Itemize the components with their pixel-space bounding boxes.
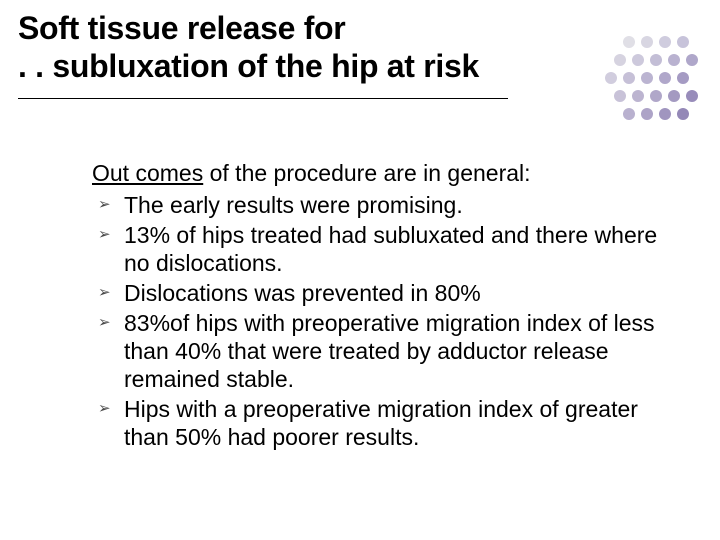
bullet-arrow-icon: ➢: [98, 400, 111, 418]
deco-dot: [623, 72, 635, 84]
deco-dot: [677, 72, 689, 84]
deco-dot: [677, 108, 689, 120]
list-item: ➢ The early results were promising.: [92, 191, 682, 219]
intro-underlined: Out comes: [92, 160, 203, 186]
bullet-arrow-icon: ➢: [98, 314, 111, 332]
bullet-list: ➢ The early results were promising. ➢ 13% o…: [92, 191, 682, 451]
list-item: ➢ 13% of hips treated had subluxated and …: [92, 221, 682, 277]
deco-dot: [632, 90, 644, 102]
slide: Soft tissue release for . . subluxation …: [0, 0, 720, 540]
slide-title: Soft tissue release for . . subluxation …: [18, 10, 578, 86]
title-underline: [18, 98, 508, 99]
deco-dot: [659, 72, 671, 84]
decorative-dots: [608, 36, 698, 118]
list-item: ➢ Dislocations was prevented in 80%: [92, 279, 682, 307]
intro-line: Out comes of the procedure are in genera…: [92, 160, 682, 187]
bullet-text: Hips with a preoperative migration index…: [124, 396, 638, 450]
title-line-2: . . subluxation of the hip at risk: [18, 48, 479, 84]
bullet-arrow-icon: ➢: [98, 196, 111, 214]
deco-dot: [632, 54, 644, 66]
deco-dot: [659, 108, 671, 120]
bullet-text: 13% of hips treated had subluxated and t…: [124, 222, 657, 276]
deco-dot: [605, 72, 617, 84]
deco-dot: [623, 36, 635, 48]
deco-dot: [614, 90, 626, 102]
deco-dot: [668, 90, 680, 102]
bullet-arrow-icon: ➢: [98, 284, 111, 302]
title-line-1: Soft tissue release for: [18, 10, 345, 46]
list-item: ➢ 83%of hips with preoperative migration …: [92, 309, 682, 393]
content-block: Out comes of the procedure are in genera…: [92, 160, 682, 453]
deco-dot: [641, 36, 653, 48]
list-item: ➢ Hips with a preoperative migration inde…: [92, 395, 682, 451]
bullet-text: Dislocations was prevented in 80%: [124, 280, 481, 306]
deco-dot: [686, 54, 698, 66]
deco-dot: [641, 108, 653, 120]
deco-dot: [614, 54, 626, 66]
deco-dot: [686, 90, 698, 102]
bullet-text: 83%of hips with preoperative migration i…: [124, 310, 655, 392]
deco-dot: [668, 54, 680, 66]
deco-dot: [623, 108, 635, 120]
deco-dot: [677, 36, 689, 48]
deco-dot: [650, 90, 662, 102]
bullet-text: The early results were promising.: [124, 192, 463, 218]
deco-dot: [659, 36, 671, 48]
deco-dot: [650, 54, 662, 66]
deco-dot: [641, 72, 653, 84]
bullet-arrow-icon: ➢: [98, 226, 111, 244]
intro-rest: of the procedure are in general:: [203, 160, 530, 186]
